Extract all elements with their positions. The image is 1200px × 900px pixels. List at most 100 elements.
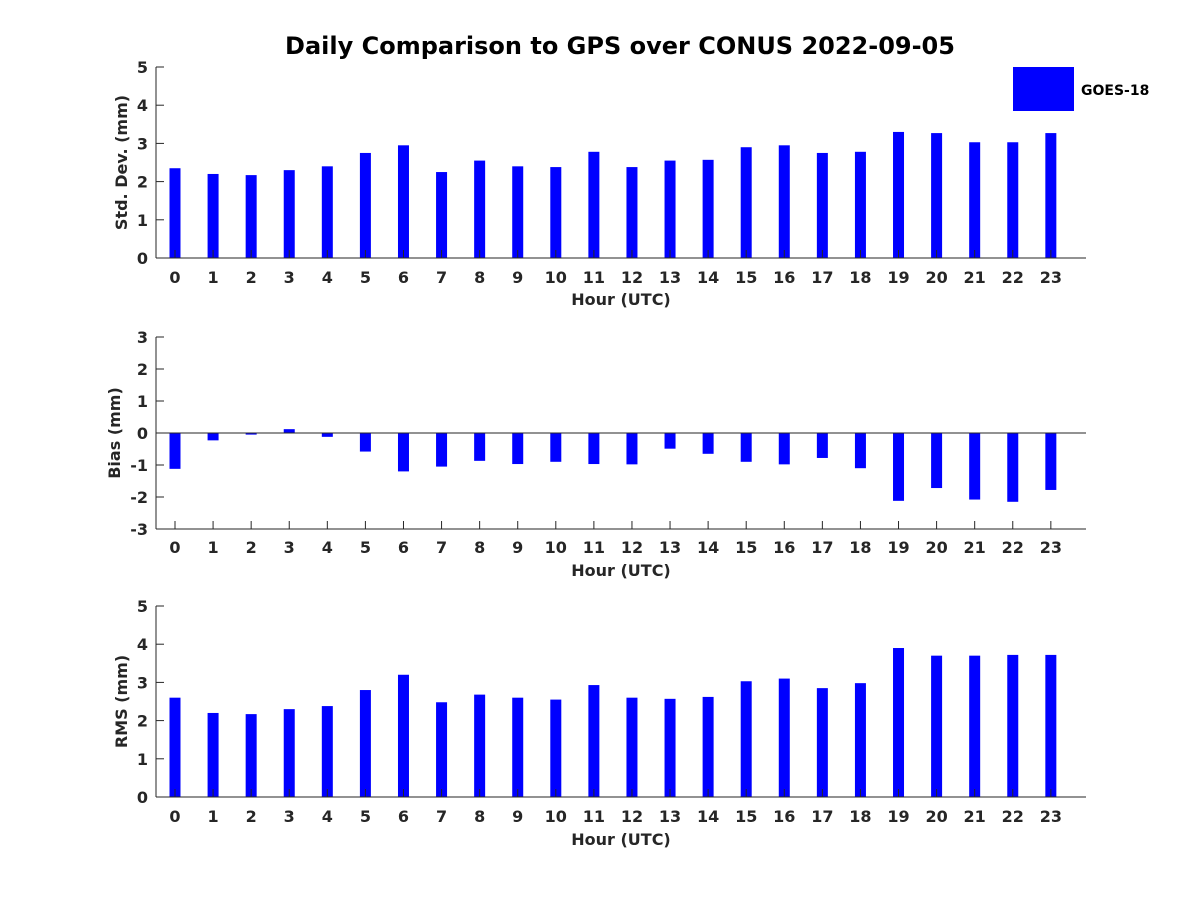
std-xtick-label: 20	[925, 268, 947, 287]
std-xtick-label: 19	[887, 268, 909, 287]
rms-bar-hour-8	[474, 694, 486, 797]
std-xtick-label: 7	[436, 268, 447, 287]
std-bar-hour-1	[207, 173, 219, 258]
std-bar-hour-5	[359, 152, 371, 258]
std-bar-hour-21	[969, 142, 981, 258]
rms-xtick-label: 20	[925, 807, 947, 826]
std-bar-hour-19	[893, 131, 905, 258]
rms-bar-hour-2	[245, 714, 257, 797]
bias-xtick-label: 17	[811, 538, 833, 557]
bias-xtick-label: 9	[512, 538, 523, 557]
bias-xtick-label: 15	[735, 538, 757, 557]
std-xtick-label: 17	[811, 268, 833, 287]
rms-xtick-label: 7	[436, 807, 447, 826]
std-xtick-label: 3	[284, 268, 295, 287]
rms-bar-hour-13	[664, 698, 676, 797]
bias-xtick-label: 1	[208, 538, 219, 557]
bias-bar-hour-12	[626, 433, 638, 465]
bias-xtick-label: 6	[398, 538, 409, 557]
std-ytick-label: 2	[137, 173, 148, 192]
rms-bar-hour-19	[893, 648, 905, 797]
bias-bar-hour-1	[207, 433, 219, 441]
std-bar-hour-14	[702, 159, 714, 258]
rms-bar-hour-4	[321, 706, 333, 797]
std-xtick-label: 18	[849, 268, 871, 287]
rms-ytick-label: 3	[137, 673, 148, 692]
rms-xtick-label: 4	[322, 807, 333, 826]
rms-xtick-label: 6	[398, 807, 409, 826]
std-x-axis-label: Hour (UTC)	[571, 290, 671, 309]
rms-bar-hour-15	[740, 681, 752, 797]
bias-xtick-label: 14	[697, 538, 719, 557]
rms-bar-hour-22	[1007, 654, 1019, 797]
bias-bar-hour-16	[778, 433, 790, 465]
rms-xtick-label: 2	[246, 807, 257, 826]
std-xtick-label: 9	[512, 268, 523, 287]
legend-swatch	[1013, 67, 1074, 111]
std-xtick-label: 4	[322, 268, 333, 287]
std-bar-hour-4	[321, 166, 333, 258]
bias-bar-hour-23	[1045, 433, 1057, 490]
std-bar-hour-20	[931, 133, 943, 258]
bias-xtick-label: 22	[1002, 538, 1024, 557]
rms-xtick-label: 3	[284, 807, 295, 826]
bias-bar-hour-2	[245, 433, 257, 435]
rms-bar-hour-21	[969, 655, 981, 797]
rms-xtick-label: 5	[360, 807, 371, 826]
std-bar-hour-3	[283, 170, 295, 258]
std-xtick-label: 16	[773, 268, 795, 287]
std-bar-hour-0	[169, 168, 181, 258]
rms-xtick-label: 17	[811, 807, 833, 826]
bias-ytick-label: 0	[137, 424, 148, 443]
std-xtick-label: 11	[583, 268, 605, 287]
rms-y-axis-label: RMS (mm)	[112, 655, 131, 748]
bias-xtick-label: 16	[773, 538, 795, 557]
bias-bar-hour-19	[893, 433, 905, 501]
bias-xtick-label: 0	[169, 538, 180, 557]
rms-xtick-label: 12	[621, 807, 643, 826]
bias-xtick-label: 11	[583, 538, 605, 557]
bias-bar-hour-20	[931, 433, 943, 489]
bias-bar-hour-22	[1007, 433, 1019, 502]
bias-bar-hour-7	[436, 433, 448, 467]
rms-xtick-label: 9	[512, 807, 523, 826]
bias-x-axis-label: Hour (UTC)	[571, 561, 671, 580]
std-xtick-label: 0	[169, 268, 180, 287]
rms-xtick-label: 11	[583, 807, 605, 826]
rms-x-axis-label: Hour (UTC)	[571, 830, 671, 849]
rms-xtick-label: 23	[1040, 807, 1062, 826]
std-xtick-label: 1	[208, 268, 219, 287]
bias-bar-hour-9	[512, 433, 524, 465]
rms-xtick-label: 1	[208, 807, 219, 826]
rms-ytick-label: 4	[137, 635, 148, 654]
std-bar-hour-2	[245, 175, 257, 258]
std-ytick-label: 3	[137, 134, 148, 153]
std-xtick-label: 6	[398, 268, 409, 287]
bias-bar-hour-4	[321, 433, 333, 437]
bias-xtick-label: 20	[925, 538, 947, 557]
rms-bar-hour-6	[397, 674, 409, 797]
bias-xtick-label: 21	[964, 538, 986, 557]
bias-ytick-label: -3	[130, 520, 148, 539]
bias-ytick-label: -2	[130, 488, 148, 507]
bias-bar-hour-3	[283, 429, 295, 433]
bias-bar-hour-6	[397, 433, 409, 472]
bias-bar-hour-5	[359, 433, 371, 452]
bias-xtick-label: 23	[1040, 538, 1062, 557]
std-bar-hour-8	[474, 160, 486, 258]
bias-xtick-label: 7	[436, 538, 447, 557]
rms-bar-hour-16	[778, 678, 790, 797]
bias-xtick-label: 5	[360, 538, 371, 557]
rms-ytick-label: 5	[137, 597, 148, 616]
rms-bar-hour-9	[512, 697, 524, 797]
rms-xtick-label: 8	[474, 807, 485, 826]
rms-xtick-label: 16	[773, 807, 795, 826]
std-bar-hour-16	[778, 145, 790, 258]
rms-ytick-label: 1	[137, 750, 148, 769]
bias-bar-hour-10	[550, 433, 562, 462]
rms-bar-hour-18	[854, 683, 866, 797]
